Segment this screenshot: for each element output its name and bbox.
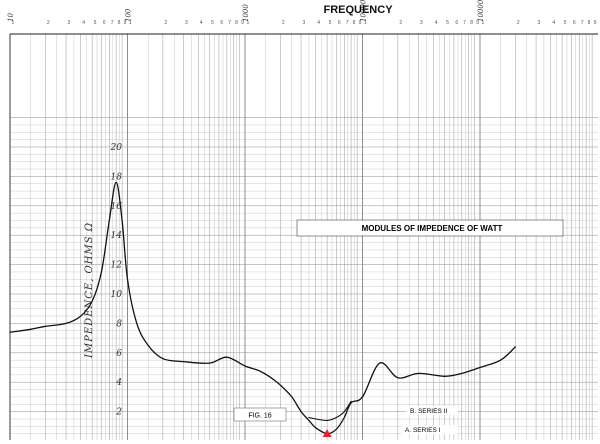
cycle-tick-label: 4 — [200, 20, 203, 26]
series-group — [9, 181, 517, 435]
cycle-tick-label: 2 — [517, 20, 520, 26]
cycle-tick-label: 2 — [47, 20, 50, 26]
cycle-tick-label: 2 — [399, 20, 402, 26]
series-a-label: A. SERIES I — [405, 427, 441, 434]
cycle-tick-label: 8 — [588, 20, 591, 26]
series-labels: B. SERIES II A. SERIES I — [402, 406, 458, 434]
cycle-tick-label: 8 — [353, 20, 356, 26]
y-tick-label: 8 — [116, 319, 122, 329]
y-tick-label: 18 — [111, 172, 123, 182]
cycle-tick-label: 3 — [185, 20, 188, 26]
cycle-tick-label: 9 — [124, 20, 127, 26]
cycle-tick-label: 9 — [594, 20, 597, 26]
red-triangle-marker — [322, 429, 332, 437]
cycle-tick-label: 7 — [111, 20, 114, 26]
cycle-tick-label: 1 — [129, 20, 132, 26]
cycle-tick-label: 6 — [573, 20, 576, 26]
cycle-tick-label: 2 — [164, 20, 167, 26]
decade-label: 100 — [125, 8, 133, 22]
cycle-tick-label: 4 — [552, 20, 555, 26]
chart-frame — [9, 33, 598, 440]
cycle-tick-label: 9 — [241, 20, 244, 26]
cycle-tick-label: 3 — [420, 20, 423, 26]
cycle-tick-label: 3 — [303, 20, 306, 26]
figure-label: FIG. 16 — [248, 413, 271, 420]
cycle-tick-label: 8 — [118, 20, 121, 26]
cycle-tick-label: 5 — [446, 20, 449, 26]
decade-labels: 10 100 1000 10000 100000 — [7, 0, 485, 22]
cycle-tick-label: 1 — [482, 20, 485, 26]
cycle-tick-label: 1 — [364, 20, 367, 26]
cycle-tick-label: 6 — [220, 20, 223, 26]
y-tick-label: 6 — [116, 349, 122, 359]
cycle-tick-label: 5 — [94, 20, 97, 26]
cycle-tick-label: 9 — [359, 20, 362, 26]
y-tick-label: 14 — [111, 231, 123, 241]
cycle-tick-label: 6 — [103, 20, 106, 26]
decade-label: 10000 — [360, 0, 368, 22]
y-tick-label: 4 — [115, 378, 122, 388]
cycle-tick-label: 7 — [463, 20, 466, 26]
cycle-tick-label: 4 — [435, 20, 438, 26]
cycle-tick-label: 2 — [282, 20, 285, 26]
cycle-tick-label: 7 — [581, 20, 584, 26]
figure-label-box: FIG. 16 — [233, 407, 287, 422]
cycle-tick-label: 7 — [346, 20, 349, 26]
decade-label: 100000 — [477, 0, 485, 22]
y-axis-label: IMPEDENCE, OHMS Ω — [84, 222, 95, 359]
cycle-tick-label: 4 — [317, 20, 320, 26]
y-tick-labels: 2 4 6 8 10 12 14 16 18 20 — [110, 143, 123, 418]
log-grid — [9, 34, 598, 440]
y-tick-label: 16 — [111, 202, 123, 212]
cycle-tick-label: 6 — [338, 20, 341, 26]
cycle-tick-label: 7 — [228, 20, 231, 26]
cycle-tick-label: 3 — [538, 20, 541, 26]
series-b-label: B. SERIES II — [410, 408, 447, 415]
cycle-tick-label: 8 — [470, 20, 473, 26]
cycle-tick-label: 6 — [455, 20, 458, 26]
y-tick-label: 10 — [111, 290, 123, 300]
series-a-line — [9, 181, 517, 435]
y-tick-label: 20 — [110, 143, 123, 153]
cycle-tick-label: 4 — [82, 20, 85, 26]
cycle-tick-label: 5 — [329, 20, 332, 26]
y-tick-label: 12 — [111, 261, 123, 271]
decade-label: 1000 — [242, 4, 250, 22]
cycle-tick-label: 1 — [247, 20, 250, 26]
cycle-tick-label: 9 — [476, 20, 479, 26]
decade-label: 10 — [7, 13, 15, 22]
annotation-box: MODULES OF IMPEDENCE OF WATT — [296, 219, 564, 237]
y-tick-label: 2 — [115, 408, 122, 418]
annotation-text: MODULES OF IMPEDENCE OF WATT — [362, 224, 503, 233]
chart-title: FREQUENCY — [323, 4, 393, 16]
cycle-tick-label: 8 — [235, 20, 238, 26]
series-b-line — [308, 400, 352, 421]
cycle-tick-label: 3 — [68, 20, 71, 26]
cycle-tick-label: 1 — [12, 20, 15, 26]
cycle-tick-label: 5 — [211, 20, 214, 26]
cycle-tick-label: 5 — [564, 20, 567, 26]
